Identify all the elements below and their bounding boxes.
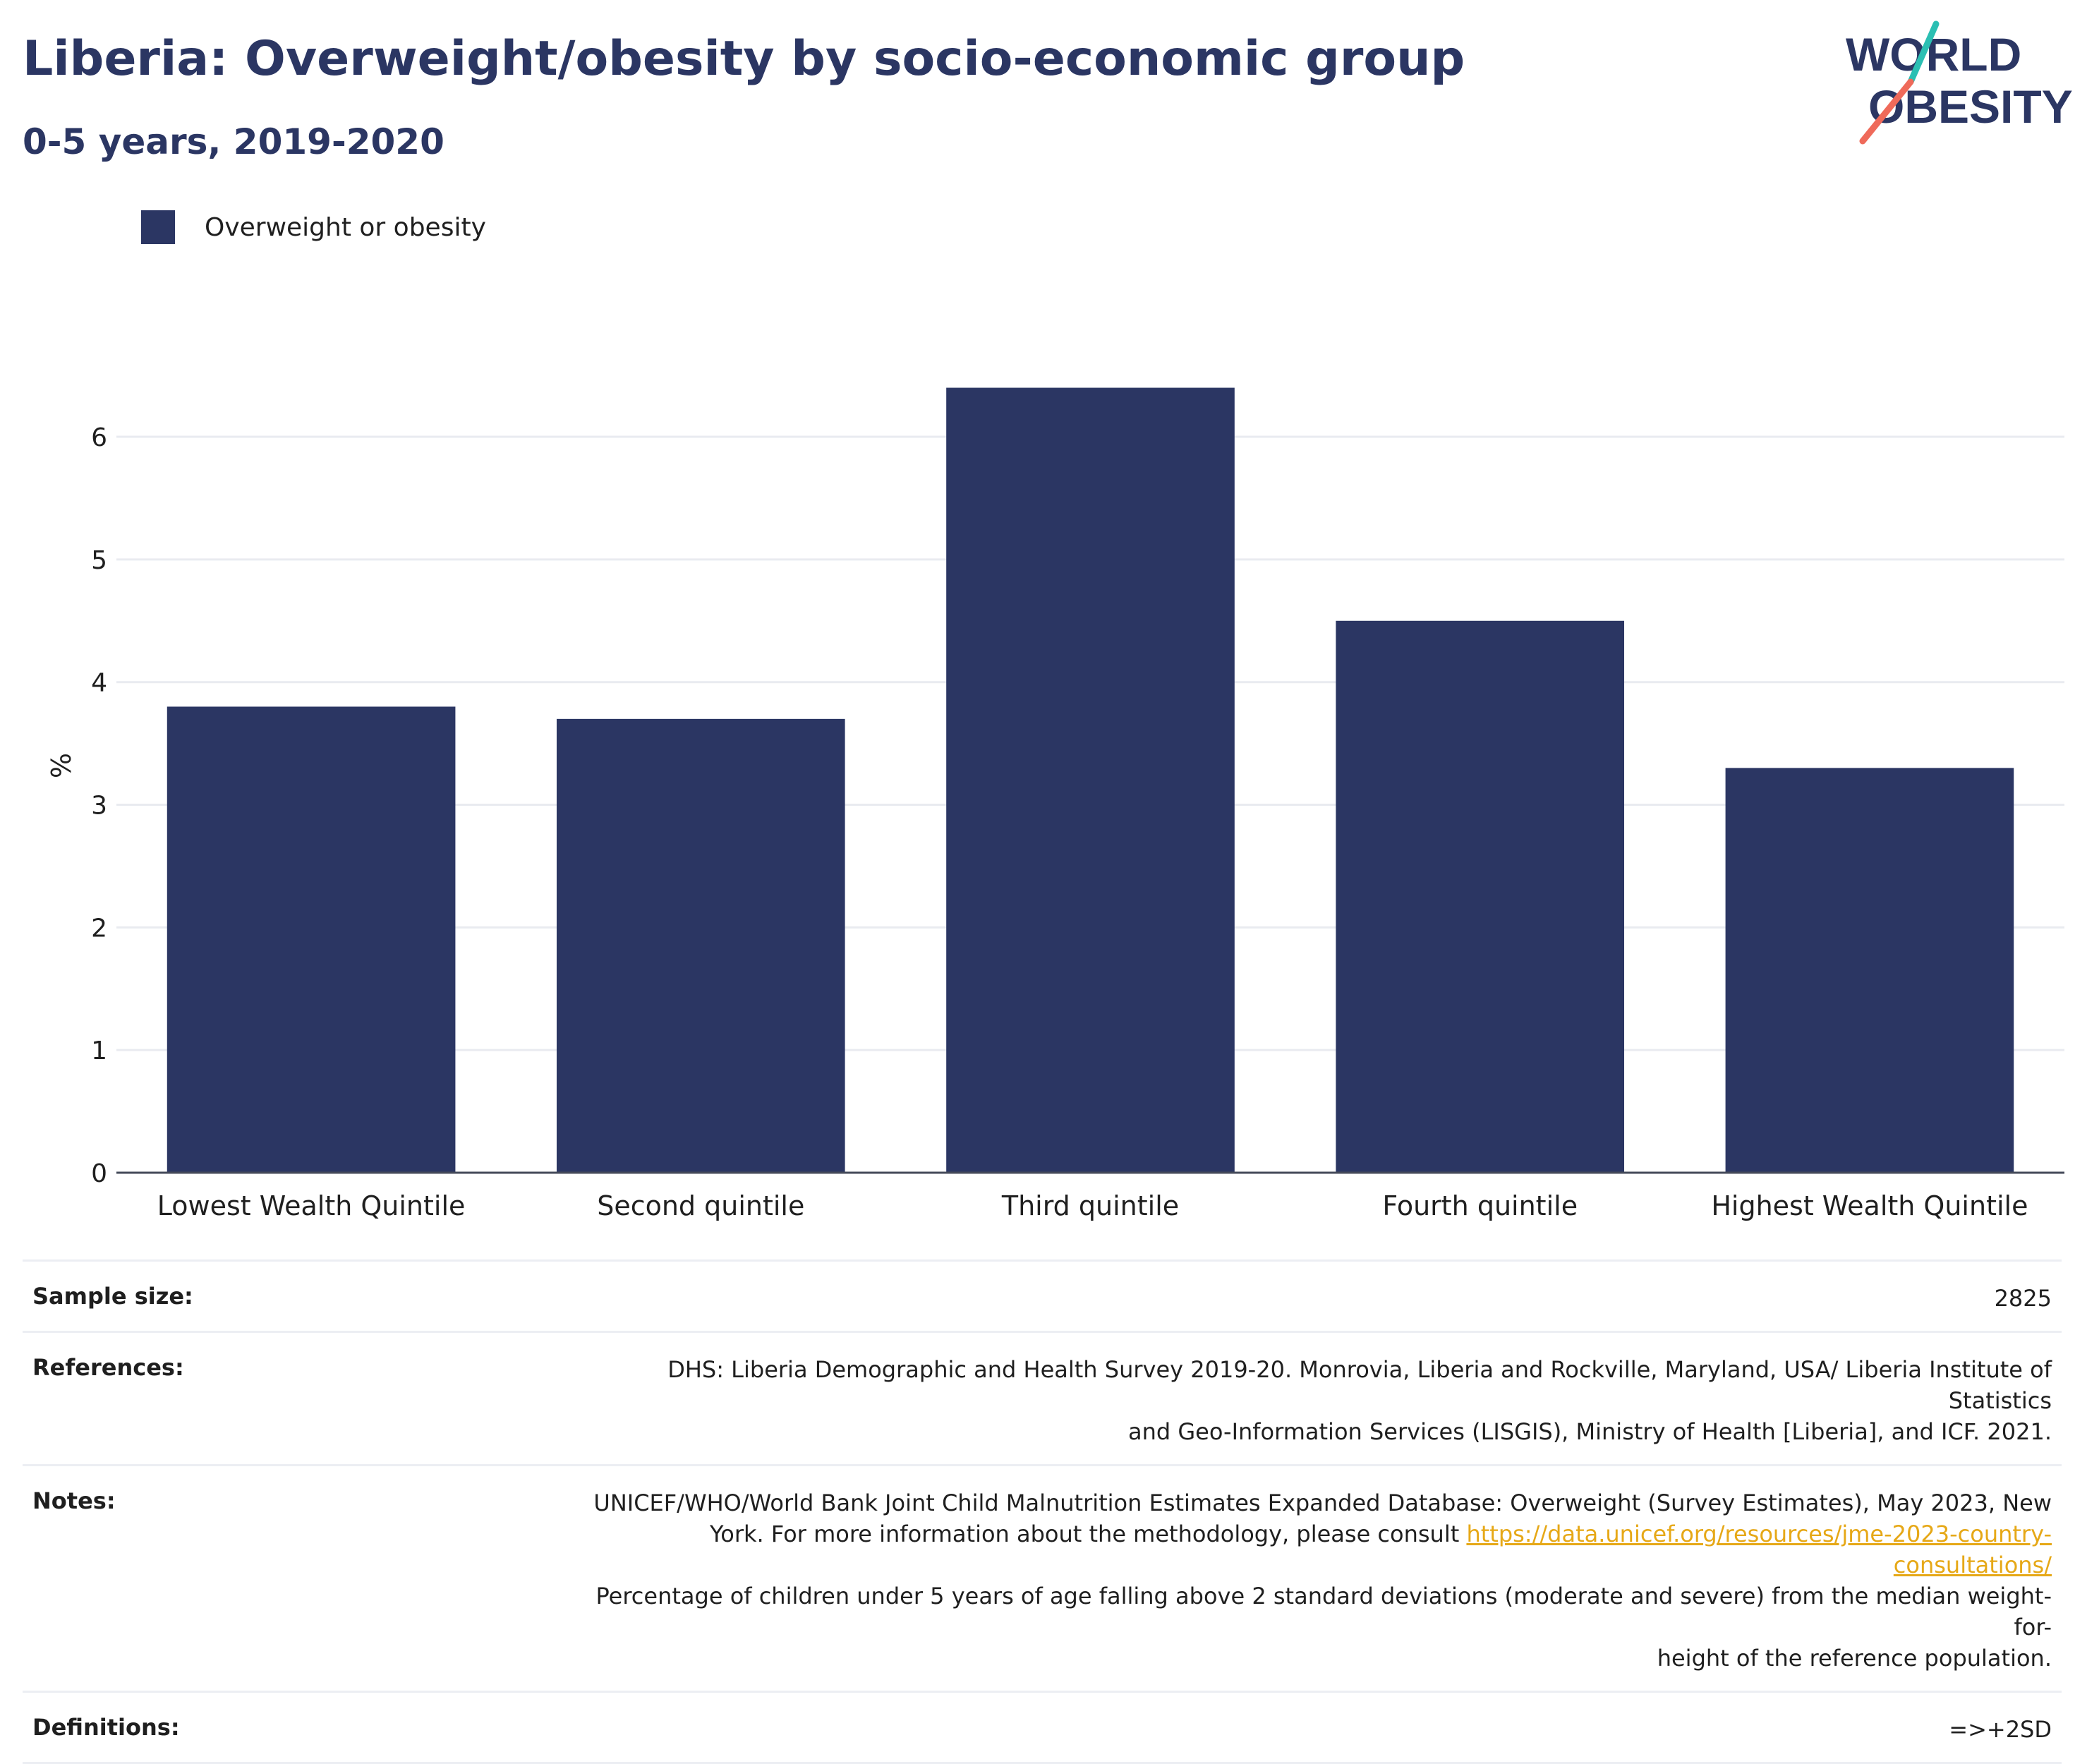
legend-swatch [141,210,175,244]
y-tick-label: 0 [91,1159,107,1188]
y-axis-label: % [44,753,75,778]
meta-key: Definitions: [32,1714,180,1741]
notes-line: height of the reference population. [1657,1645,2052,1672]
meta-key: References: [32,1354,184,1381]
logo-slash-teal [1907,20,1940,85]
meta-row-sample-size: Sample size: 2825 [23,1259,2062,1331]
notes-line: UNICEF/WHO/World Bank Joint Child Malnut… [593,1490,2052,1516]
meta-row-definitions: Definitions: =>+2SD [23,1691,2062,1764]
references-line: and Geo-Information Services (LISGIS), M… [1127,1418,2052,1445]
y-tick-label: 6 [91,423,107,452]
bar [167,706,456,1173]
meta-value: 2825 [1994,1285,2052,1312]
y-tick-label: 4 [91,669,107,698]
x-tick-label: Third quintile [1001,1190,1179,1221]
notes-link[interactable]: https://data.unicef.org/resources/jme-20… [1466,1521,2052,1578]
notes-line: York. For more information about the met… [709,1521,1467,1547]
y-tick-label: 5 [91,546,107,575]
meta-value: =>+2SD [1949,1716,2052,1743]
y-tick-label: 3 [91,792,107,821]
legend-label: Overweight or obesity [205,212,486,242]
world-obesity-logo: WORLD OBESITY [1840,20,2073,147]
logo-slash-coral [1859,78,1914,145]
page-subtitle: 0-5 years, 2019-2020 [23,121,444,162]
meta-key: Sample size: [32,1283,193,1310]
references-line: DHS: Liberia Demographic and Health Surv… [667,1356,2052,1414]
y-tick-label: 1 [91,1037,107,1065]
meta-row-references: References: DHS: Liberia Demographic and… [23,1331,2062,1464]
x-tick-label: Lowest Wealth Quintile [157,1190,466,1221]
meta-value: UNICEF/WHO/World Bank Joint Child Malnut… [570,1487,2052,1674]
y-tick-label: 2 [91,914,107,943]
bar [1725,768,2014,1173]
bar-chart: 0 1 2 3 4 5 6% Lowest Wealth Quintile Second qui… [44,387,2064,1221]
notes-line: Percentage of children under 5 years of … [595,1583,2052,1641]
page-title: Liberia: Overweight/obesity by socio-eco… [23,31,1465,87]
bar [946,387,1235,1173]
bar [1336,620,1625,1173]
x-tick-label: Second quintile [597,1190,804,1221]
meta-row-notes: Notes: UNICEF/WHO/World Bank Joint Child… [23,1464,2062,1691]
meta-key: Notes: [32,1487,116,1514]
x-tick-label: Highest Wealth Quintile [1711,1190,2028,1221]
x-tick-label: Fourth quintile [1382,1190,1578,1221]
bar [556,718,845,1173]
chart-legend[interactable]: Overweight or obesity [141,210,486,244]
metadata-table: Sample size: 2825 References: DHS: Liber… [23,1259,2062,1764]
meta-value: DHS: Liberia Demographic and Health Surv… [570,1354,2052,1447]
